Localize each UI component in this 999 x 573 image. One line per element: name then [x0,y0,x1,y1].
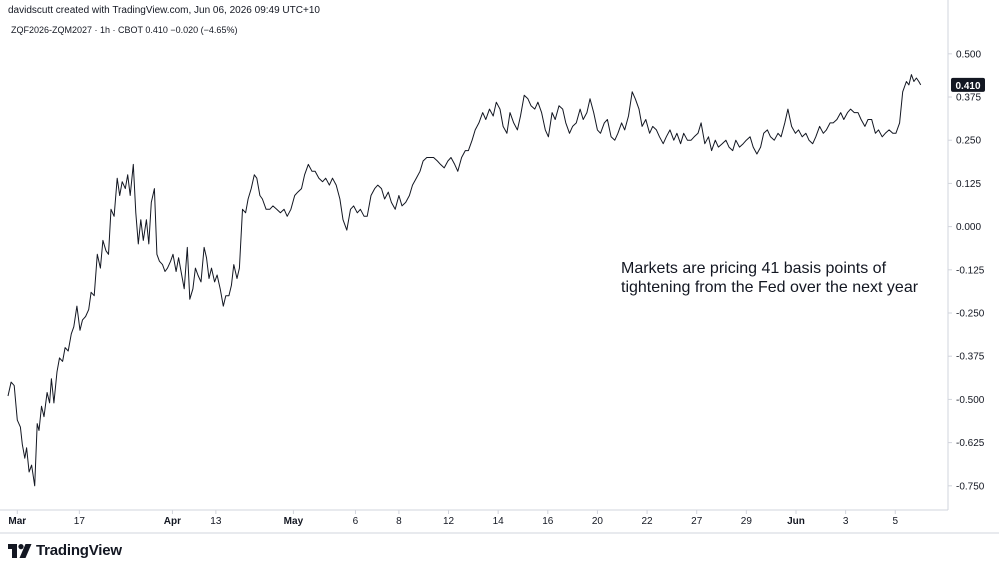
spread-series-line [7,74,922,487]
time-axis[interactable]: Mar 17 Apr 13 May 6 8 12 14 16 20 22 27 29 Jun 3 5 [8,510,898,527]
x-tick-label: 3 [843,516,849,527]
y-tick-label: 0.125 [956,179,981,190]
x-tick-label: 6 [353,516,359,527]
x-tick-label: Mar [8,516,26,527]
y-tick-label: -0.125 [956,265,985,276]
tradingview-logo[interactable]: TradingView [8,542,122,559]
x-tick-label: 20 [592,516,604,527]
y-tick-label: 0.250 [956,136,981,147]
x-tick-label: 5 [892,516,898,527]
annotation-line: Markets are pricing 41 basis points of [621,260,887,277]
x-tick-label: 13 [210,516,222,527]
tradingview-logo-text: TradingView [36,542,122,559]
y-tick-label: -0.250 [956,309,985,320]
tradingview-logo-icon [8,543,32,558]
last-price-badge: 0.410 [951,77,985,92]
y-tick-label: 0.000 [956,222,981,233]
x-tick-label: Jun [787,516,805,527]
y-tick-label: 0.375 [956,93,981,104]
y-tick-label: 0.500 [956,49,981,60]
x-tick-label: 8 [396,516,402,527]
x-tick-label: 16 [542,516,554,527]
last-price-badge-label: 0.410 [955,81,980,92]
x-tick-label: Apr [164,516,181,527]
grid-layer [0,0,999,534]
y-tick-label: -0.500 [956,395,985,406]
chart-credit: davidscutt created with TradingView.com,… [8,5,320,16]
x-tick-label: 29 [741,516,753,527]
symbol-legend: ZQF2026-ZQM2027 · 1h · CBOT 0.410 −0.020… [11,25,238,35]
x-tick-label: 22 [642,516,654,527]
y-tick-label: -0.750 [956,481,985,492]
x-tick-label: 14 [493,516,505,527]
y-tick-label: -0.625 [956,438,985,449]
x-tick-label: 12 [443,516,455,527]
x-tick-label: May [284,516,304,527]
annotation-line: tightening from the Fed over the next ye… [621,279,919,296]
y-tick-label: -0.375 [956,352,985,363]
price-axis[interactable]: 0.500 0.375 0.250 0.125 0.000 -0.125 -0.250 -0.… [948,49,985,492]
last-price-badge-bg [951,77,985,92]
x-tick-label: 17 [74,516,86,527]
x-tick-label: 27 [691,516,703,527]
chart-annotation: Markets are pricing 41 basis points of ti… [621,260,919,296]
